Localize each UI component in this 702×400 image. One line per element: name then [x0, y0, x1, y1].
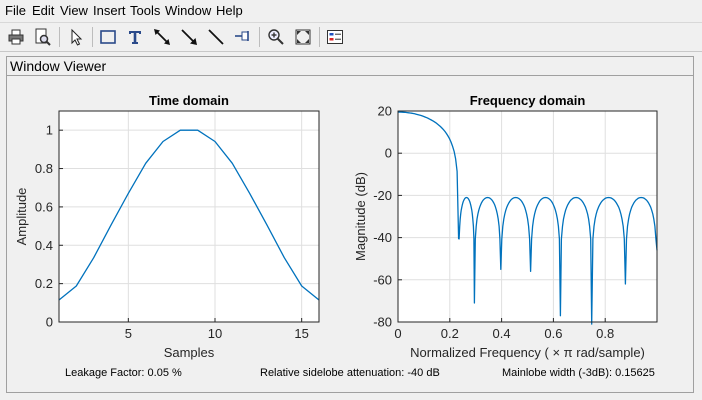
leakage-factor-text: Leakage Factor: 0.05 %: [65, 367, 182, 379]
chart-1-title: Frequency domain: [470, 93, 586, 108]
menu-help[interactable]: Help: [216, 3, 243, 18]
menu-window[interactable]: Window: [165, 3, 212, 18]
chart-0-x-tick-label: 5: [125, 326, 132, 341]
chart-1-y-tick-label: -80: [373, 315, 392, 330]
print-button[interactable]: [4, 25, 28, 49]
chart-1-y-axis-label: Magnitude (dB): [353, 172, 368, 261]
chart-1-x-tick-label: 0.6: [544, 326, 562, 341]
chart-0-y-tick-label: 0: [46, 315, 53, 330]
insert-arrow-icon: [181, 29, 197, 45]
chart-1-series-line: [398, 111, 658, 325]
chart-1-x-tick-label: 0.8: [596, 326, 614, 341]
chart-0-title: Time domain: [149, 93, 229, 108]
chart-1-y-tick-label: -40: [373, 230, 392, 245]
chart-0-y-tick-label: 0.4: [35, 238, 53, 253]
menu-insert[interactable]: Insert: [93, 3, 126, 18]
menu-view[interactable]: View: [60, 3, 88, 18]
panel-title: Window Viewer: [10, 58, 107, 74]
chart-0-axes-box: [58, 110, 320, 323]
print-preview-button[interactable]: [30, 25, 54, 49]
chart-1-y-tick-label: 20: [378, 104, 392, 119]
insert-rectangle-button[interactable]: [96, 25, 120, 49]
chart-1-axes-box: [397, 110, 658, 323]
zoom-in-icon: [268, 29, 284, 45]
toolbar: [0, 22, 702, 52]
legend-icon: [327, 30, 343, 44]
chart-0-x-axis-label: Samples: [164, 345, 215, 360]
pin-button[interactable]: [231, 25, 255, 49]
zoom-to-fit-button[interactable]: [291, 25, 315, 49]
sidelobe-attenuation-text: Relative sidelobe attenuation: -40 dB: [260, 367, 440, 379]
chart-0-y-tick-label: 0.8: [35, 161, 53, 176]
chart-0-y-tick-label: 0.6: [35, 199, 53, 214]
chart-1-x-tick-label: 0: [394, 326, 401, 341]
chart-1-y-tick-label: 0: [385, 146, 392, 161]
zoom-in-button[interactable]: [264, 25, 288, 49]
zoom-to-fit-icon: [295, 29, 311, 45]
menu-tools[interactable]: Tools: [130, 3, 161, 18]
insert-text-button[interactable]: [123, 25, 147, 49]
insert-line-button[interactable]: [204, 25, 228, 49]
chart-0-y-tick-label: 0.2: [35, 276, 53, 291]
insert-arrow-button[interactable]: [177, 25, 201, 49]
chart-1-y-tick-label: -60: [373, 272, 392, 287]
chart-0-y-tick-label: 1: [46, 123, 53, 138]
chart-0-x-tick-label: 10: [208, 326, 222, 341]
chart-0-plot-area: [59, 111, 319, 322]
menu-bar: File Edit View Insert Tools Window Help: [0, 0, 702, 21]
menu-file[interactable]: File: [5, 3, 26, 18]
insert-rectangle-icon: [100, 30, 116, 44]
print-preview-icon: [35, 28, 51, 46]
insert-double-arrow-icon: [154, 29, 170, 45]
chart-0-x-tick-label: 15: [294, 326, 308, 341]
insert-line-icon: [208, 29, 224, 45]
chart-1-x-axis-label: Normalized Frequency ( × π rad/sample): [410, 345, 645, 360]
legend-button[interactable]: [323, 25, 347, 49]
insert-text-icon: [129, 31, 141, 44]
pin-icon: [235, 31, 249, 41]
chart-1-y-tick-label: -20: [373, 188, 392, 203]
chart-0-series-line: [58, 129, 320, 301]
chart-1-x-tick-label: 0.2: [441, 326, 459, 341]
chart-0-y-axis-label: Amplitude: [14, 188, 29, 246]
edit-plot-button[interactable]: [64, 25, 88, 49]
menu-edit[interactable]: Edit: [32, 3, 55, 18]
print-icon: [8, 29, 24, 45]
insert-double-arrow-button[interactable]: [150, 25, 174, 49]
edit-plot-arrow-icon: [71, 28, 83, 46]
mainlobe-width-text: Mainlobe width (-3dB): 0.15625: [502, 367, 655, 379]
chart-1-x-tick-label: 0.4: [493, 326, 511, 341]
